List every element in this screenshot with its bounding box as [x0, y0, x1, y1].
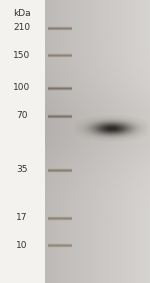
Text: 35: 35	[16, 166, 27, 175]
Text: 70: 70	[16, 112, 27, 121]
Text: 17: 17	[16, 213, 27, 222]
Text: 100: 100	[13, 83, 30, 93]
Text: 210: 210	[13, 23, 30, 33]
Text: 150: 150	[13, 50, 30, 59]
Text: 10: 10	[16, 241, 27, 250]
Text: kDa: kDa	[13, 10, 30, 18]
